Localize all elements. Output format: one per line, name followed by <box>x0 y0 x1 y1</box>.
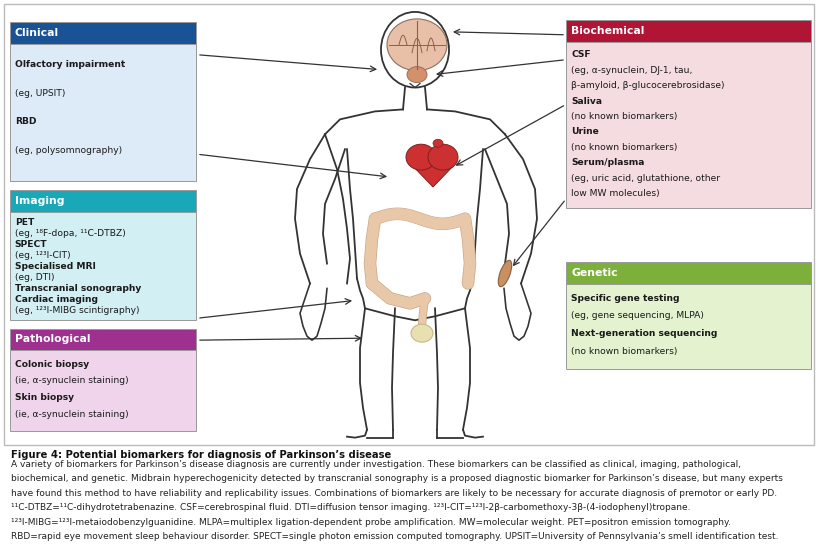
Text: A variety of biomarkers for Parkinson’s disease diagnosis are currently under in: A variety of biomarkers for Parkinson’s … <box>11 460 741 469</box>
FancyBboxPatch shape <box>566 20 811 42</box>
Text: (eg, DTI): (eg, DTI) <box>15 273 54 282</box>
Text: Clinical: Clinical <box>15 28 59 38</box>
Text: CSF: CSF <box>571 51 591 59</box>
FancyBboxPatch shape <box>566 42 811 208</box>
Text: Pathological: Pathological <box>15 335 90 345</box>
Text: PET: PET <box>15 218 34 227</box>
Text: (eg, polysomnography): (eg, polysomnography) <box>15 146 122 155</box>
Text: Specific gene testing: Specific gene testing <box>571 294 680 302</box>
Ellipse shape <box>428 144 458 170</box>
Text: Figure 4: Potential biomarkers for diagnosis of Parkinson’s disease: Figure 4: Potential biomarkers for diagn… <box>11 450 391 460</box>
FancyBboxPatch shape <box>10 329 196 350</box>
Text: β-amyloid, β-glucocerebrosidase): β-amyloid, β-glucocerebrosidase) <box>571 81 725 90</box>
Text: (no known biomarkers): (no known biomarkers) <box>571 347 677 356</box>
Text: Serum/plasma: Serum/plasma <box>571 158 645 167</box>
FancyBboxPatch shape <box>566 284 811 369</box>
Text: (no known biomarkers): (no known biomarkers) <box>571 112 677 121</box>
FancyBboxPatch shape <box>10 22 196 44</box>
Text: Saliva: Saliva <box>571 97 602 106</box>
Text: Colonic biopsy: Colonic biopsy <box>15 360 89 369</box>
Text: Biochemical: Biochemical <box>571 26 645 36</box>
FancyBboxPatch shape <box>4 4 814 445</box>
Text: Specialised MRI: Specialised MRI <box>15 262 96 271</box>
Text: (eg, ¹²³I-CIT): (eg, ¹²³I-CIT) <box>15 251 70 260</box>
Text: (eg, UPSIT): (eg, UPSIT) <box>15 88 65 97</box>
Text: Genetic: Genetic <box>571 268 618 278</box>
Text: ¹²³I-MIBG=¹²³I-metaiodobenzylguanidine. MLPA=multiplex ligation-dependent probe : ¹²³I-MIBG=¹²³I-metaiodobenzylguanidine. … <box>11 518 730 527</box>
FancyBboxPatch shape <box>10 212 196 320</box>
Text: (ie, α-synuclein staining): (ie, α-synuclein staining) <box>15 410 128 419</box>
Text: ¹¹C-DTBZ=¹¹C-dihydrotetrabenazine. CSF=cerebrospinal fluid. DTI=diffusion tensor: ¹¹C-DTBZ=¹¹C-dihydrotetrabenazine. CSF=c… <box>11 504 690 513</box>
Text: (eg, α-synuclein, DJ-1, tau,: (eg, α-synuclein, DJ-1, tau, <box>571 66 692 75</box>
Text: (eg, gene sequencing, MLPA): (eg, gene sequencing, MLPA) <box>571 311 704 320</box>
Text: Imaging: Imaging <box>15 196 65 206</box>
Text: Next-generation sequencing: Next-generation sequencing <box>571 329 717 338</box>
Text: low MW molecules): low MW molecules) <box>571 189 659 198</box>
Ellipse shape <box>387 19 447 71</box>
Text: RBD=rapid eye movement sleep behaviour disorder. SPECT=single photon emission co: RBD=rapid eye movement sleep behaviour d… <box>11 533 779 542</box>
Text: biochemical, and genetic. Midbrain hyperechogenicity detected by transcranial so: biochemical, and genetic. Midbrain hyper… <box>11 474 783 483</box>
Ellipse shape <box>433 139 443 147</box>
Text: (eg, ¹⁸F-dopa, ¹¹C-DTBZ): (eg, ¹⁸F-dopa, ¹¹C-DTBZ) <box>15 229 126 238</box>
Polygon shape <box>411 164 455 187</box>
Text: (no known biomarkers): (no known biomarkers) <box>571 143 677 152</box>
FancyBboxPatch shape <box>10 350 196 430</box>
FancyBboxPatch shape <box>10 44 196 181</box>
Ellipse shape <box>411 324 433 342</box>
Text: Transcranial sonography: Transcranial sonography <box>15 284 142 293</box>
Text: SPECT: SPECT <box>15 240 47 249</box>
Text: (ie, α-synuclein staining): (ie, α-synuclein staining) <box>15 376 128 385</box>
Text: (eg, ¹²³I-MIBG scintigraphy): (eg, ¹²³I-MIBG scintigraphy) <box>15 306 139 315</box>
FancyBboxPatch shape <box>566 262 811 284</box>
Text: RBD: RBD <box>15 117 36 126</box>
Text: Olfactory impairment: Olfactory impairment <box>15 60 125 69</box>
Text: Urine: Urine <box>571 127 599 136</box>
FancyBboxPatch shape <box>10 190 196 212</box>
Text: (eg, uric acid, glutathione, other: (eg, uric acid, glutathione, other <box>571 173 720 182</box>
Ellipse shape <box>406 144 436 170</box>
Text: have found this method to have reliability and replicability issues. Combination: have found this method to have reliabili… <box>11 489 777 498</box>
Text: Cardiac imaging: Cardiac imaging <box>15 295 98 304</box>
Text: Skin biopsy: Skin biopsy <box>15 393 74 402</box>
Ellipse shape <box>498 260 512 287</box>
Ellipse shape <box>407 67 427 82</box>
